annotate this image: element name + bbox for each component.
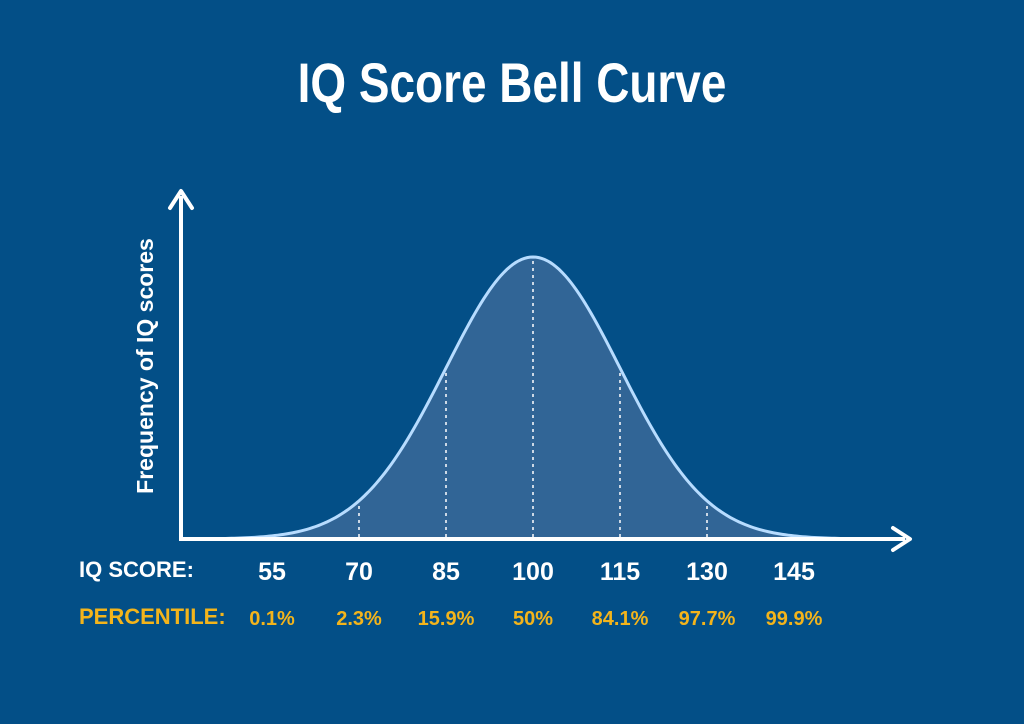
standard-deviation-lines [358,259,708,537]
percentile-label-115: 84.1% [592,608,649,630]
iq-score-row-label: IQ SCORE: [79,557,194,582]
percentile-label-130: 97.7% [679,608,736,630]
x-axis-arrow-icon [891,526,912,552]
percentile-label-70: 2.3% [336,608,382,630]
iq-score-tick-85: 85 [432,558,460,586]
bell-curve-line [184,255,882,541]
percentile-label-100: 50% [513,608,553,630]
percentile-row-label: PERCENTILE: [79,604,226,629]
iq-score-tick-115: 115 [600,558,640,586]
curve-area-fill [185,257,881,539]
y-axis-label: Frequency of IQ scores [132,238,158,494]
iq-score-tick-145: 145 [773,558,815,586]
iq-score-tick-70: 70 [345,558,373,586]
tick-labels: 55 0.1% 70 2.3% 85 15.9% 100 50% 115 84.1% 130 97.7… [249,558,822,630]
chart-title: IQ Score Bell Curve [297,51,727,114]
percentile-label-55: 0.1% [249,608,295,630]
iq-score-tick-130: 130 [686,558,728,586]
iq-score-tick-100: 100 [512,558,554,586]
percentile-label-145: 99.9% [766,608,823,630]
y-axis-arrow-icon [168,189,194,210]
percentile-label-85: 15.9% [418,608,475,630]
iq-score-tick-55: 55 [258,558,286,586]
